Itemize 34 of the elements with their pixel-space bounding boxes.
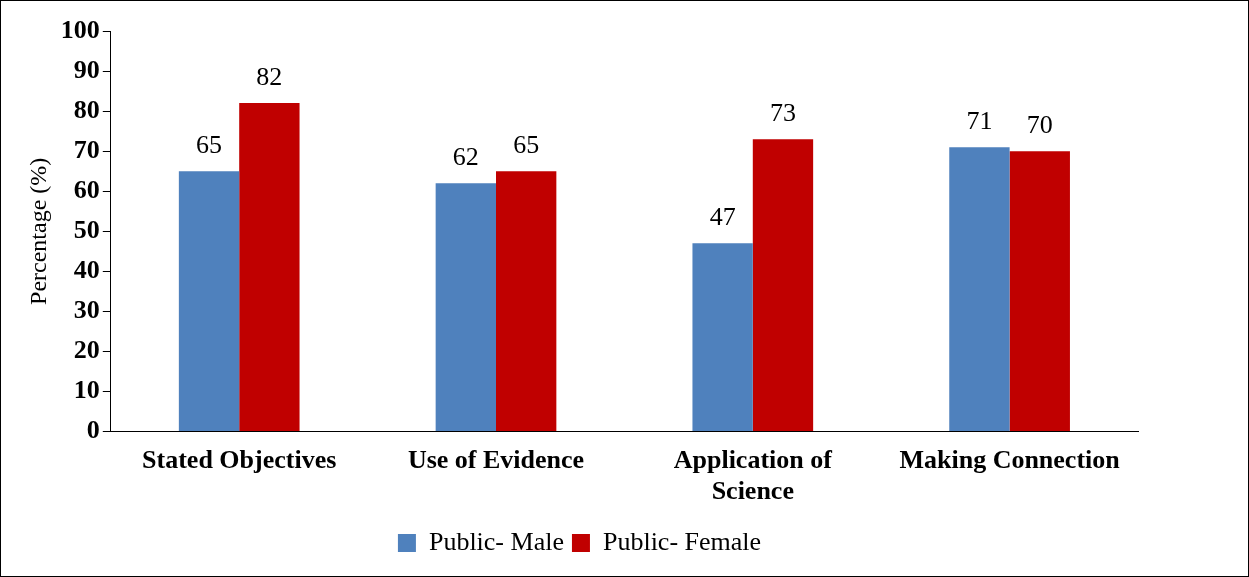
y-tick-label: 40: [73, 255, 100, 285]
y-tick-label: 60: [73, 174, 100, 204]
y-tick-label: 0: [86, 415, 100, 445]
data-label: 71: [966, 106, 993, 135]
bar: [1009, 151, 1070, 432]
bar: [949, 147, 1010, 432]
data-label: 62: [452, 142, 479, 172]
x-tick-label: Stated Objectives: [142, 444, 337, 474]
y-tick-label: 30: [73, 295, 100, 325]
bar: [178, 171, 240, 432]
data-label: 65: [513, 130, 540, 160]
data-label: 82: [256, 61, 283, 91]
data-label: 65: [196, 130, 223, 160]
x-tick-label: Application of Science: [673, 444, 833, 506]
y-tick-label: 10: [73, 375, 100, 405]
data-label: 70: [1026, 110, 1053, 140]
y-tick-label: 80: [73, 94, 100, 124]
x-tick-label: Making Connection: [899, 444, 1121, 474]
y-tick-label: 20: [73, 335, 100, 365]
y-tick-label: 100: [60, 14, 100, 44]
bar: [435, 183, 496, 432]
y-tick-label: 90: [73, 54, 100, 84]
legend-label: Public- Male: [428, 526, 564, 556]
x-tick-label: Use of Evidence: [407, 444, 585, 474]
bar: [752, 139, 814, 432]
bar: [239, 103, 300, 432]
y-tick-label: 50: [73, 215, 100, 245]
bar: [496, 171, 557, 432]
data-label: 47: [709, 202, 736, 232]
y-axis-title: Percentage (%): [24, 157, 51, 305]
data-label: 73: [769, 97, 796, 127]
legend-label: Public- Female: [602, 526, 762, 556]
bar: [692, 243, 753, 432]
y-tick-label: 70: [73, 134, 100, 164]
